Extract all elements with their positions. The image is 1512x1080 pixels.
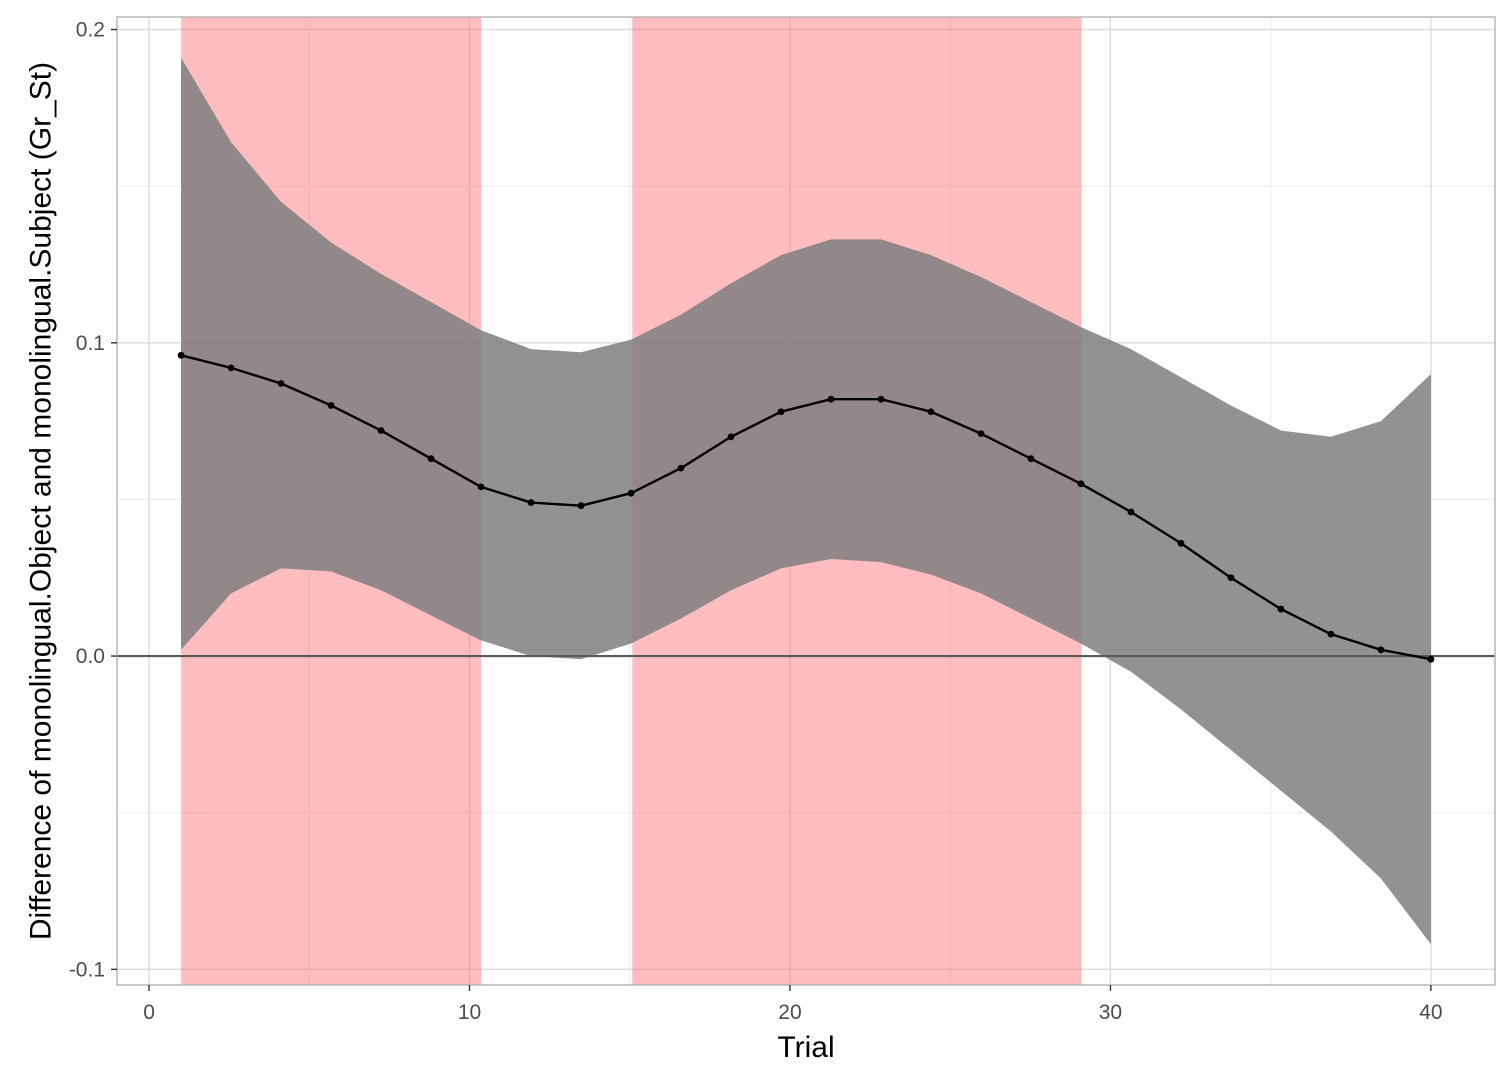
data-point xyxy=(477,483,485,491)
x-tick-label: 40 xyxy=(1419,1001,1442,1024)
data-point xyxy=(1227,574,1235,582)
x-axis-ticks: 0 10 20 30 40 xyxy=(143,985,1443,1024)
data-point xyxy=(1077,480,1085,488)
data-point xyxy=(777,408,785,416)
x-tick-label: 20 xyxy=(778,1001,801,1024)
data-point xyxy=(377,427,385,434)
y-tick-label: 0.2 xyxy=(76,19,105,42)
data-point xyxy=(527,499,535,506)
confidence-band xyxy=(181,57,1431,945)
data-point xyxy=(677,464,685,472)
panel-border xyxy=(116,16,1496,986)
x-tick-label: 0 xyxy=(143,1001,155,1024)
data-point xyxy=(327,402,335,409)
data-point xyxy=(577,502,585,510)
data-point xyxy=(1277,605,1285,613)
data-point xyxy=(927,408,935,416)
data-point xyxy=(277,380,285,387)
data-point xyxy=(1127,508,1135,516)
data-point xyxy=(1327,630,1335,638)
x-tick-label: 10 xyxy=(458,1001,481,1024)
x-axis-title: Trial xyxy=(777,1031,834,1064)
data-point xyxy=(1177,539,1185,547)
data-point xyxy=(827,395,835,403)
confidence-band-area xyxy=(181,57,1431,945)
data-point xyxy=(727,433,735,441)
y-tick-label: -0.1 xyxy=(69,958,105,981)
data-point xyxy=(627,489,635,497)
y-axis-ticks: -0.1 0.0 0.1 0.2 xyxy=(69,19,117,981)
series-line-path xyxy=(180,354,1432,661)
data-point xyxy=(227,364,235,372)
data-point xyxy=(427,455,435,463)
y-axis-title: Difference of monolingual.Object and mon… xyxy=(25,62,58,940)
series-line xyxy=(180,354,1432,661)
data-point xyxy=(177,351,185,359)
data-point xyxy=(1427,655,1435,663)
data-point xyxy=(1377,646,1385,654)
y-tick-label: 0.0 xyxy=(76,645,105,668)
series-points xyxy=(177,351,1435,663)
data-point xyxy=(877,395,885,403)
x-tick-label: 30 xyxy=(1099,1001,1122,1024)
data-point xyxy=(1027,455,1035,463)
data-point xyxy=(977,430,985,438)
y-tick-label: 0.1 xyxy=(76,332,105,355)
